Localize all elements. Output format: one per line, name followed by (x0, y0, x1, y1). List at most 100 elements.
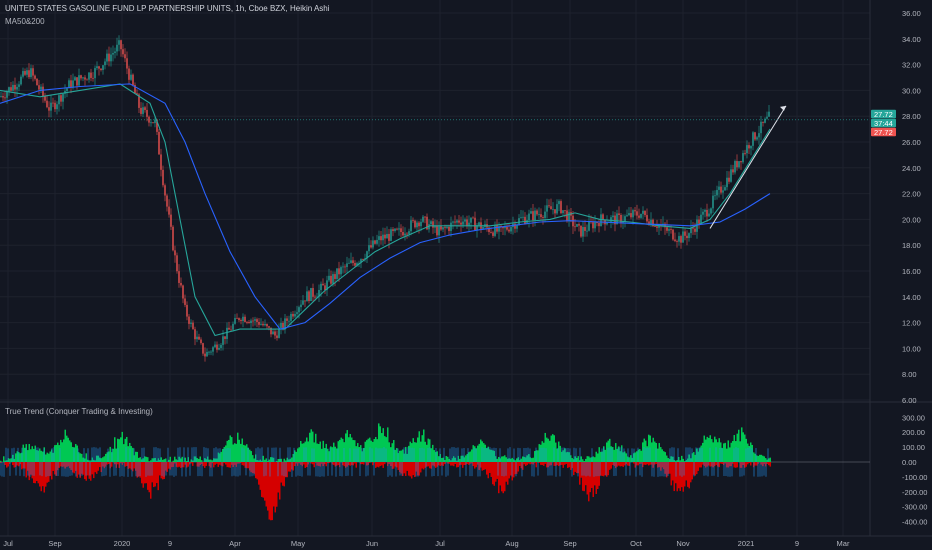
osc-bar-positive (712, 442, 714, 462)
candle-body (382, 234, 384, 241)
osc-bar-negative (225, 462, 227, 465)
osc-bar-negative (769, 462, 771, 467)
osc-bar-positive (444, 460, 446, 462)
osc-bar-negative (208, 462, 210, 467)
osc-bar-negative (493, 462, 495, 486)
osc-bar-positive (147, 457, 149, 462)
osc-bar-negative (100, 462, 102, 473)
candle-body (544, 211, 546, 218)
candle-body (334, 274, 336, 279)
osc-bar-positive (49, 451, 51, 462)
osc-bar-negative (375, 462, 377, 468)
osc-bar-positive (469, 451, 471, 462)
osc-bar-positive (265, 458, 267, 462)
candle-body (764, 118, 766, 123)
osc-bar-positive (676, 460, 678, 462)
time-axis-tick: May (291, 539, 305, 548)
candle-body (656, 226, 658, 228)
candle-body (360, 259, 362, 263)
osc-bar-negative (177, 462, 179, 468)
osc-bar-positive (465, 455, 467, 462)
candle-body (250, 320, 252, 324)
osc-bar-negative (99, 462, 101, 468)
osc-bar-positive (736, 433, 738, 462)
candle-body (118, 40, 120, 45)
candle-body (714, 195, 716, 197)
osc-bar-negative (241, 462, 243, 466)
candle-body (768, 111, 770, 117)
osc-bar-negative (607, 462, 609, 476)
candle-body (574, 226, 576, 228)
osc-bar-negative (532, 462, 534, 465)
osc-bar-negative (600, 462, 602, 476)
osc-bar-negative (198, 462, 200, 467)
osc-bar-positive (238, 439, 240, 462)
candle-body (650, 219, 652, 225)
osc-bar-positive (339, 439, 341, 462)
osc-bar-negative (690, 462, 692, 483)
osc-bar-positive (388, 442, 390, 462)
osc-bar-positive (250, 451, 252, 462)
candle-body (260, 323, 262, 325)
candle-body (734, 161, 736, 173)
osc-bar-negative (280, 462, 282, 483)
candle-body (550, 206, 552, 210)
time-axis-tick: Nov (676, 539, 690, 548)
osc-bar-positive (670, 456, 672, 462)
price-axis-tick: 12.00 (902, 319, 921, 328)
osc-bar-negative (430, 462, 432, 469)
candle-body (148, 116, 150, 123)
osc-bar-positive (550, 435, 552, 462)
candle-body (146, 109, 148, 117)
candle-body (162, 169, 164, 186)
osc-bar-positive (142, 458, 144, 462)
osc-bar-positive (60, 439, 62, 462)
candle-body (336, 268, 338, 279)
osc-bar-positive (328, 451, 330, 462)
time-axis-tick: 2020 (114, 539, 131, 548)
candle-body (128, 68, 130, 80)
osc-bar-negative (628, 462, 630, 467)
osc-bar-positive (604, 449, 606, 462)
osc-bar-negative (244, 462, 246, 468)
candle-body (280, 322, 282, 329)
price-axis-tick: 10.00 (902, 344, 921, 353)
candle-body (16, 86, 18, 90)
osc-bar-negative (495, 462, 497, 482)
osc-axis-tick: 0.00 (902, 458, 917, 467)
osc-bar-negative (592, 462, 594, 498)
osc-bar-negative (303, 462, 305, 465)
osc-bar-negative (184, 462, 186, 465)
osc-bar-positive (769, 457, 771, 462)
osc-bar-negative (519, 462, 521, 466)
osc-bar-positive (454, 457, 456, 462)
candle-body (380, 236, 382, 241)
candle-body (658, 225, 660, 228)
osc-bar-positive (390, 447, 392, 462)
candle-body (598, 223, 600, 227)
candle-body (578, 224, 580, 226)
osc-bar-negative (523, 462, 525, 465)
candle-body (286, 318, 288, 321)
osc-bar-negative (306, 462, 308, 468)
candle-body (136, 93, 138, 95)
candle-body (26, 70, 28, 75)
osc-bar-positive (546, 437, 548, 462)
osc-bar-negative (288, 462, 290, 472)
osc-bar-negative (603, 462, 605, 477)
osc-bar-positive (295, 451, 297, 462)
osc-bar-negative (616, 462, 618, 467)
osc-bar-negative (688, 462, 690, 489)
candle-body (582, 227, 584, 237)
candle-body (720, 186, 722, 193)
osc-bar-positive (175, 459, 177, 462)
candle-body (4, 97, 6, 99)
osc-bar-positive (276, 461, 278, 462)
osc-bar-negative (756, 462, 758, 466)
candle-body (462, 221, 464, 225)
osc-bar-positive (42, 451, 44, 462)
candle-body (644, 210, 646, 216)
price-axis-tick: 20.00 (902, 215, 921, 224)
osc-bar-negative (16, 462, 18, 466)
